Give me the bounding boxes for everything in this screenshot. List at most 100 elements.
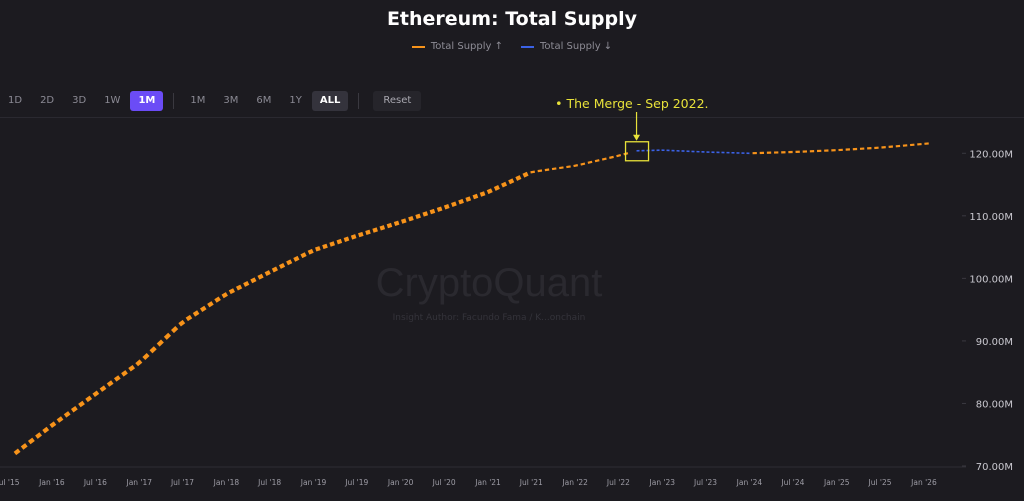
series-up-segment — [501, 181, 508, 188]
series-up-segment — [358, 231, 364, 238]
interval-1m-button[interactable]: 1M — [130, 91, 164, 111]
series-up-segment — [315, 246, 321, 252]
range-3m-button[interactable]: 3M — [223, 95, 239, 106]
x-tick-label: Jul '23 — [693, 478, 717, 487]
series-up-segment — [616, 154, 622, 158]
range-all-button[interactable]: ALL — [311, 91, 349, 111]
series-up-segment — [171, 326, 179, 334]
series-up-segment — [508, 178, 515, 185]
watermark-brand: CryptoQuant — [376, 261, 603, 305]
series-up-segment — [393, 220, 400, 227]
series-up-segment — [99, 385, 107, 392]
toolbar-divider — [173, 93, 175, 109]
series-up-segment — [20, 443, 28, 450]
series-up-segment — [551, 167, 557, 171]
series-up-segment — [264, 270, 271, 277]
toolbar-divider-2 — [358, 93, 360, 109]
series-up-segment — [530, 170, 536, 174]
series-up-segment — [465, 196, 472, 202]
legend-item-supply-down[interactable]: Total Supply ↓ — [521, 41, 612, 52]
series-up-segment — [350, 234, 357, 240]
x-tick-label: Jul '18 — [257, 478, 281, 487]
interval-1w-button[interactable]: 1W — [104, 95, 121, 106]
y-tick-label: 120.00M — [969, 149, 1013, 160]
series-up-segment — [235, 284, 243, 291]
x-tick-label: Jan '21 — [474, 478, 501, 487]
x-tick-label: Jul '16 — [83, 478, 107, 487]
interval-2d-button[interactable]: 2D — [40, 95, 55, 106]
series-up-segment — [365, 229, 371, 235]
series-up-segment — [379, 225, 386, 231]
range-1m-button[interactable]: 1M — [190, 95, 206, 106]
x-tick-label: Jul '22 — [606, 478, 630, 487]
legend-label-down: Total Supply ↓ — [540, 41, 613, 52]
series-up-segment — [451, 201, 457, 207]
series-supply-up — [13, 142, 929, 456]
series-up-segment — [163, 332, 172, 340]
x-tick-label: Jul '25 — [868, 478, 892, 487]
x-tick-label: Jul '24 — [780, 478, 804, 487]
series-up-segment — [106, 380, 114, 387]
series-up-segment — [408, 215, 414, 222]
series-up-segment — [221, 292, 228, 299]
x-tick-label: Jan '20 — [387, 478, 414, 487]
x-tick-label: Jan '17 — [126, 478, 153, 487]
range-1y-button[interactable]: 1Y — [289, 95, 302, 106]
series-up-segment — [566, 165, 571, 169]
series-up-segment — [156, 339, 164, 347]
series-up-segment — [343, 236, 350, 242]
series-up-segment — [113, 375, 121, 382]
series-up-segment — [336, 238, 343, 245]
series-up-segment — [322, 243, 328, 250]
x-tick-label: Jul '21 — [519, 478, 543, 487]
series-up-segment — [515, 175, 522, 181]
series-up-segment — [192, 310, 200, 317]
series-up-segment — [486, 188, 493, 195]
series-up-segment — [70, 405, 78, 413]
legend-item-supply-up[interactable]: Total Supply ↑ — [411, 41, 503, 52]
series-up-segment — [479, 191, 486, 197]
series-up-segment — [92, 390, 100, 397]
series-up-segment — [400, 218, 407, 224]
series-up-segment — [286, 259, 293, 266]
interval-1d-button[interactable]: 1D — [8, 95, 23, 106]
series-up-segment — [49, 421, 57, 428]
y-tick-label: 70.00M — [976, 462, 1013, 473]
range-6m-button[interactable]: 6M — [256, 95, 272, 106]
series-up-segment — [243, 280, 250, 287]
merge-arrow-head — [633, 134, 641, 141]
series-up-segment — [587, 160, 593, 164]
chart-legend: Total Supply ↑ Total Supply ↓ — [0, 41, 1024, 52]
series-up-segment — [422, 211, 429, 217]
series-up-segment — [429, 208, 436, 215]
series-up-segment — [573, 164, 579, 168]
series-up-segment — [372, 227, 378, 233]
merge-highlight-box — [624, 141, 650, 162]
series-up-segment — [443, 204, 450, 210]
y-tick-label: 110.00M — [969, 212, 1013, 223]
series-up-segment — [13, 448, 21, 456]
series-up-segment — [27, 437, 35, 445]
series-up-segment — [250, 277, 257, 284]
y-tick-label: 90.00M — [976, 337, 1013, 348]
x-tick-label: Jan '23 — [649, 478, 676, 487]
interval-3d-button[interactable]: 3D — [72, 95, 87, 106]
legend-swatch-down — [521, 45, 534, 48]
series-up-segment — [293, 255, 300, 262]
series-up-segment — [78, 400, 85, 408]
series-up-segment — [472, 193, 479, 200]
reset-button[interactable]: Reset — [373, 91, 422, 111]
series-up-segment — [214, 296, 221, 303]
series-up-segment — [185, 314, 193, 322]
series-up-segment — [544, 168, 550, 172]
series-up-segment — [142, 352, 150, 361]
x-axis: Jul '15 Jan '16 Jul '16 Jan '17 Jul '17 Jan '… — [0, 466, 966, 487]
series-up-segment — [580, 162, 586, 166]
series-up-segment — [278, 262, 286, 269]
x-tick-label: Jan '26 — [910, 478, 937, 487]
x-tick-label: Jan '25 — [823, 478, 850, 487]
series-up-segment — [329, 241, 335, 247]
x-tick-label: Jan '22 — [561, 478, 588, 487]
y-tick-label: 80.00M — [976, 399, 1013, 410]
